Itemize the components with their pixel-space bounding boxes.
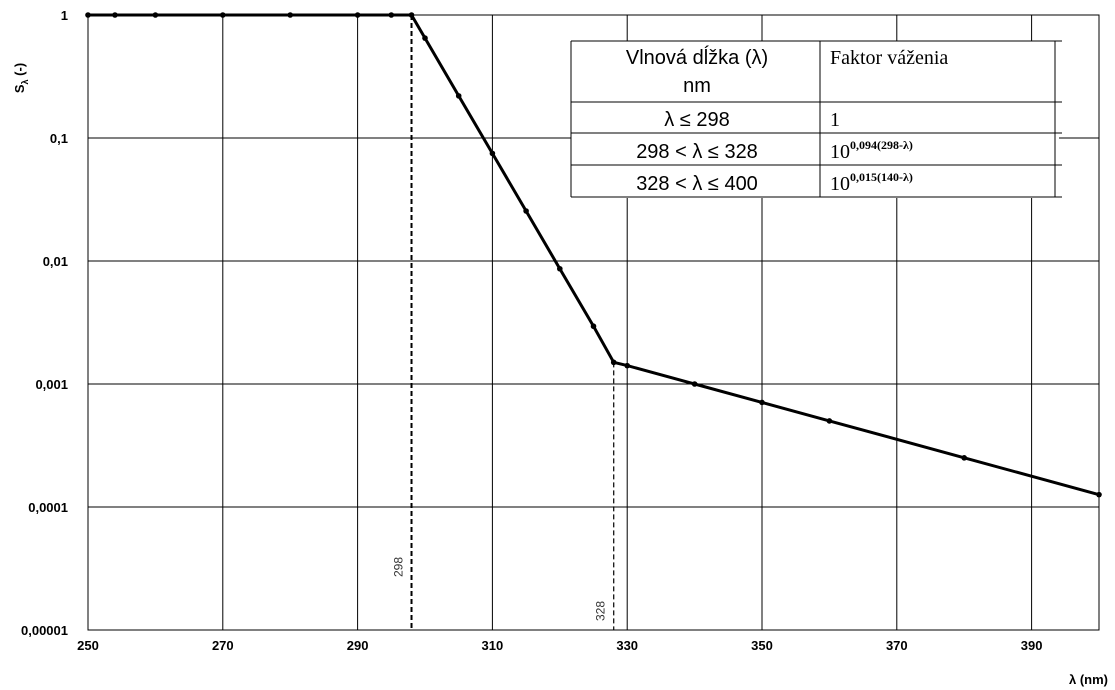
x-axis-label: λ (nm) (1069, 672, 1108, 687)
x-tick-label: 370 (886, 638, 908, 653)
y-tick-label: 0,0001 (28, 500, 68, 515)
data-point (759, 399, 765, 406)
weighting-table: Vlnová dĺžka (λ) nm Faktor váženia λ ≤ 2… (570, 40, 1062, 198)
plot-frame (87, 14, 1100, 631)
data-point (523, 208, 529, 214)
reference-lines: 298 328 (392, 15, 615, 630)
y-tick-label: 1 (61, 8, 68, 23)
table-bg (571, 41, 1059, 198)
tick-labels: 250 270 290 310 330 350 370 390 1 0,1 0,01 0,001 0,0… (21, 8, 1042, 653)
data-point (455, 93, 462, 99)
table-row-range: 328 < λ ≤ 400 (636, 173, 758, 195)
x-tick-label: 350 (751, 638, 773, 653)
reference-line-label: 328 (594, 601, 608, 621)
x-tick-label: 250 (77, 638, 99, 653)
data-point (961, 455, 967, 461)
table-row-factor: 1 (830, 109, 840, 131)
data-point (610, 359, 617, 366)
table-row-factor: 100,015(140-λ) (830, 170, 913, 195)
data-point (590, 323, 597, 330)
x-tick-label: 290 (347, 638, 369, 653)
y-tick-label: 0,01 (43, 254, 68, 269)
table-row-factor: 100,094(298-λ) (830, 138, 913, 163)
table-row-range: 298 < λ ≤ 328 (636, 141, 758, 163)
reference-line-label: 298 (392, 557, 406, 577)
y-axis-label: Sλ (-) (12, 63, 30, 93)
y-tick-label: 0,001 (35, 377, 68, 392)
table-borders (570, 40, 1062, 198)
table-header-factor: Faktor váženia (830, 47, 948, 69)
x-tick-label: 310 (482, 638, 504, 653)
data-point (557, 265, 563, 272)
data-point (489, 150, 496, 157)
x-tick-label: 330 (616, 638, 638, 653)
y-tick-label: 0,1 (50, 131, 68, 146)
x-tick-label: 270 (212, 638, 234, 653)
data-point (691, 381, 698, 387)
table-header-unit: nm (683, 75, 711, 97)
x-tick-label: 390 (1021, 638, 1043, 653)
y-tick-label: 0,00001 (21, 623, 68, 638)
data-point (422, 35, 428, 41)
data-point (624, 362, 630, 369)
table-row-range: λ ≤ 298 (664, 109, 729, 131)
data-point (826, 418, 833, 424)
table-header-wavelength: Vlnová dĺžka (λ) (626, 45, 768, 69)
